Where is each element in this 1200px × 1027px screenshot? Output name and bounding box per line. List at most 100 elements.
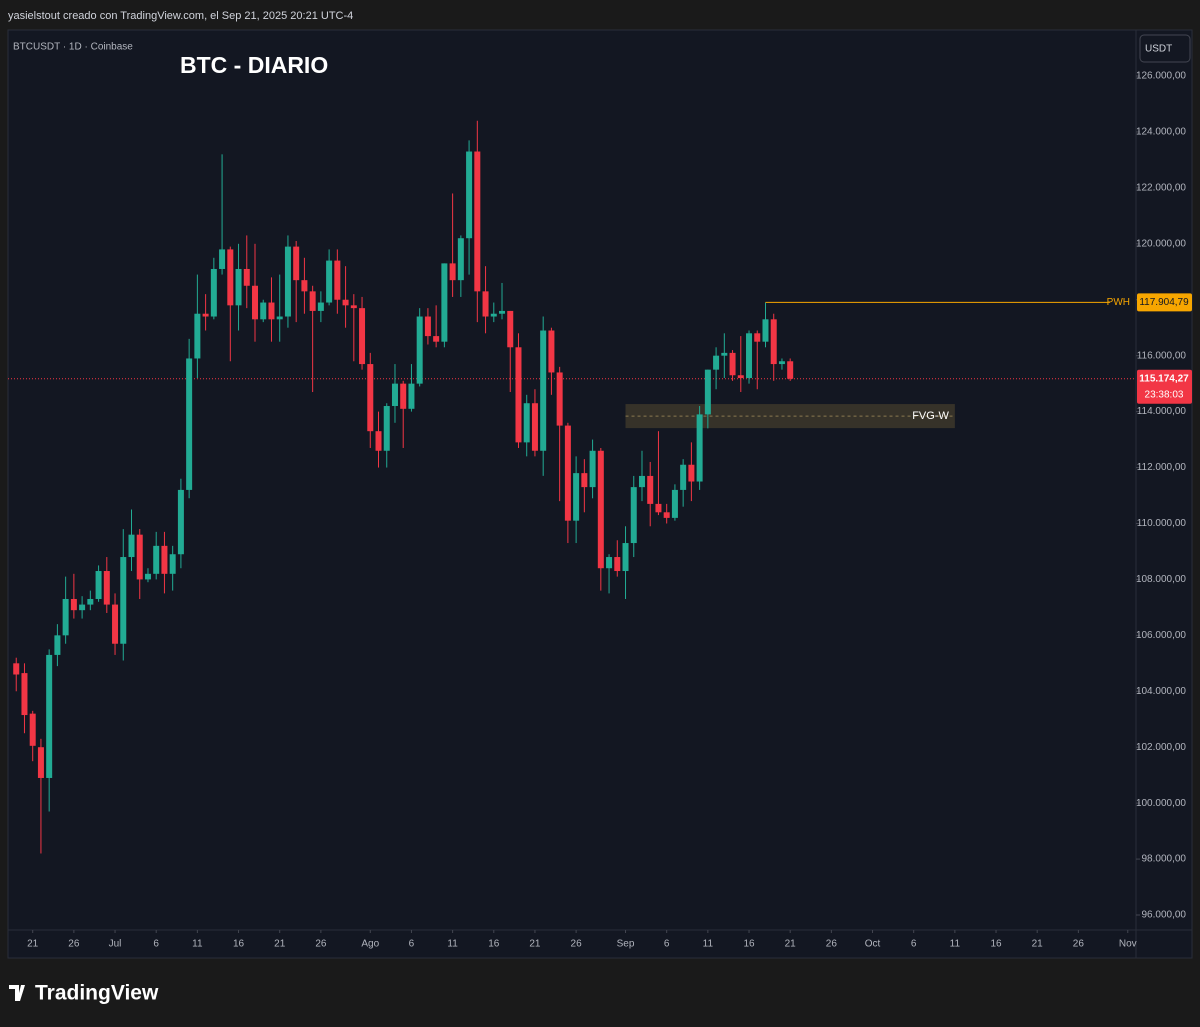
x-tick-label: 6 bbox=[911, 939, 917, 950]
candle-body bbox=[647, 475, 654, 504]
header-text: yasielstout creado con TradingView.com, … bbox=[8, 10, 353, 22]
candle-body bbox=[37, 747, 44, 778]
x-tick-label: 16 bbox=[990, 939, 1002, 950]
brand: TradingView bbox=[35, 982, 159, 1005]
candle-body bbox=[87, 598, 94, 605]
symbol-label: BTCUSDT · 1D · Coinbase bbox=[13, 42, 133, 53]
candle-body bbox=[655, 503, 662, 513]
candle-body bbox=[400, 383, 407, 409]
candle-body bbox=[540, 330, 547, 451]
x-tick-label: 16 bbox=[743, 939, 755, 950]
candle-body bbox=[95, 571, 102, 599]
candle-body bbox=[169, 554, 176, 574]
candle-body bbox=[161, 545, 168, 574]
x-tick-label: 26 bbox=[315, 939, 327, 950]
y-tick-label: 102.000,00 bbox=[1136, 742, 1186, 753]
logo-icon bbox=[9, 985, 25, 1001]
y-tick-label: 98.000,00 bbox=[1142, 854, 1187, 865]
candle-body bbox=[235, 268, 242, 306]
candle-body bbox=[778, 361, 785, 365]
x-tick-label: 26 bbox=[1073, 939, 1085, 950]
candle-body bbox=[474, 151, 481, 292]
candle-body bbox=[704, 369, 711, 415]
candle-body bbox=[729, 352, 736, 376]
countdown-label: 23:38:03 bbox=[1145, 389, 1184, 400]
candle-body bbox=[334, 260, 341, 300]
candle-body bbox=[112, 604, 119, 644]
candle-body bbox=[153, 545, 160, 574]
x-tick-label: 11 bbox=[703, 939, 714, 950]
candle-body bbox=[713, 355, 720, 370]
candle-body bbox=[523, 403, 530, 443]
candle-body bbox=[408, 383, 415, 409]
candle-body bbox=[638, 475, 645, 488]
candle-body bbox=[13, 663, 20, 675]
candle-body bbox=[457, 238, 464, 281]
x-tick-label: 21 bbox=[274, 939, 286, 950]
candle-body bbox=[128, 534, 135, 558]
level-name: PWH bbox=[1107, 297, 1130, 308]
candle-body bbox=[29, 713, 36, 746]
candle-body bbox=[762, 319, 769, 342]
x-tick-label: 16 bbox=[233, 939, 245, 950]
candle-body bbox=[350, 305, 357, 309]
y-tick-label: 108.000,00 bbox=[1136, 574, 1186, 585]
y-tick-label: 112.000,00 bbox=[1137, 462, 1187, 473]
y-tick-label: 100.000,00 bbox=[1136, 798, 1186, 809]
x-tick-label: 11 bbox=[447, 939, 458, 950]
candle-body bbox=[482, 291, 489, 317]
candle-body bbox=[342, 299, 349, 306]
candle-body bbox=[630, 487, 637, 544]
last-price-box bbox=[1137, 369, 1192, 404]
candle-body bbox=[120, 557, 127, 644]
x-tick-label: 16 bbox=[488, 939, 500, 950]
candle-body bbox=[622, 543, 629, 572]
y-tick-label: 126.000,00 bbox=[1136, 71, 1186, 82]
candle-body bbox=[490, 313, 497, 317]
candle-body bbox=[556, 372, 563, 426]
candle-body bbox=[581, 473, 588, 488]
candle-body bbox=[721, 352, 728, 356]
candle-body bbox=[293, 246, 300, 281]
currency-label[interactable]: USDT bbox=[1145, 44, 1172, 55]
candle-body bbox=[416, 316, 423, 384]
candle-body bbox=[663, 512, 670, 518]
x-tick-label: 11 bbox=[192, 939, 203, 950]
candle-body bbox=[367, 364, 374, 432]
zone-label: FVG-W bbox=[912, 410, 949, 422]
candle-body bbox=[227, 249, 234, 306]
candle-body bbox=[515, 347, 522, 443]
candle-body bbox=[680, 464, 687, 490]
candle-body bbox=[688, 464, 695, 482]
candle-body bbox=[770, 319, 777, 365]
candle-body bbox=[70, 598, 77, 611]
y-tick-label: 96.000,00 bbox=[1142, 910, 1187, 921]
x-tick-label: 26 bbox=[826, 939, 838, 950]
x-tick-label: 26 bbox=[571, 939, 583, 950]
x-tick-label: 6 bbox=[409, 939, 415, 950]
candle-body bbox=[103, 571, 110, 605]
currency-button[interactable] bbox=[1139, 34, 1191, 63]
candle-body bbox=[737, 375, 744, 379]
candle-body bbox=[62, 598, 69, 636]
x-tick-label: 21 bbox=[529, 939, 541, 950]
candle-body bbox=[507, 310, 514, 348]
candle-body bbox=[671, 489, 678, 518]
x-tick-label: Sep bbox=[617, 939, 635, 950]
candle-body bbox=[252, 285, 259, 320]
x-tick-label: Oct bbox=[865, 939, 881, 950]
x-tick-label: 6 bbox=[664, 939, 670, 950]
y-tick-label: 116.000,00 bbox=[1137, 350, 1187, 361]
candle-body bbox=[144, 573, 151, 580]
candle-body bbox=[746, 333, 753, 379]
candle-body bbox=[219, 249, 226, 269]
x-tick-label: 26 bbox=[68, 939, 80, 950]
x-tick-label: Ago bbox=[361, 939, 379, 950]
candle-body bbox=[46, 654, 53, 778]
candle-body bbox=[326, 260, 333, 303]
candle-body bbox=[194, 313, 201, 359]
candle-body bbox=[564, 425, 571, 521]
y-tick-label: 122.000,00 bbox=[1136, 183, 1186, 194]
candle-body bbox=[449, 263, 456, 281]
